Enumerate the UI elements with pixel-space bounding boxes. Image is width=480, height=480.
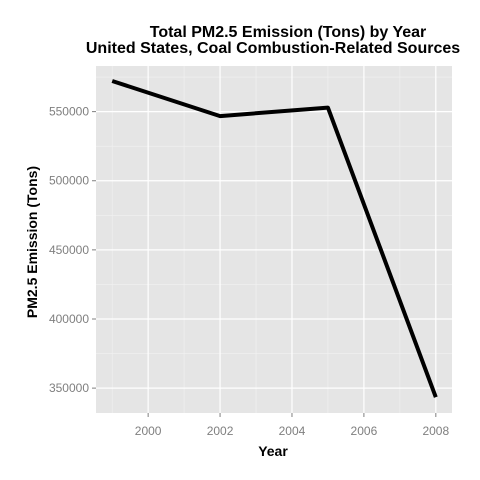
y-axis-label: PM2.5 Emission (Tons) — [24, 166, 40, 318]
y-tick-label: 400000 — [49, 312, 89, 326]
y-tick-label: 500000 — [49, 174, 89, 188]
y-tick-label: 450000 — [49, 243, 89, 257]
series-line-pm25-emission — [111, 79, 438, 398]
chart-title-line2: United States, Coal Combustion-Related S… — [86, 40, 460, 57]
y-tick-label: 350000 — [49, 381, 89, 395]
y-tick-label: 550000 — [49, 105, 89, 119]
y-axis-ticks: 350000 400000 450000 500000 550000 — [49, 105, 96, 395]
major-gridlines — [96, 66, 452, 413]
x-axis-ticks: 2000 2002 2004 2006 2008 — [135, 413, 449, 438]
x-axis-label: Year — [258, 443, 288, 459]
x-tick-label: 2002 — [207, 424, 234, 438]
plot-panel — [96, 66, 452, 413]
x-tick-label: 2000 — [135, 424, 162, 438]
x-tick-label: 2006 — [351, 424, 378, 438]
chart-title-line1: Total PM2.5 Emission (Tons) by Year — [150, 24, 427, 41]
x-tick-label: 2004 — [279, 424, 306, 438]
x-tick-label: 2008 — [422, 424, 449, 438]
minor-gridlines — [96, 66, 452, 413]
